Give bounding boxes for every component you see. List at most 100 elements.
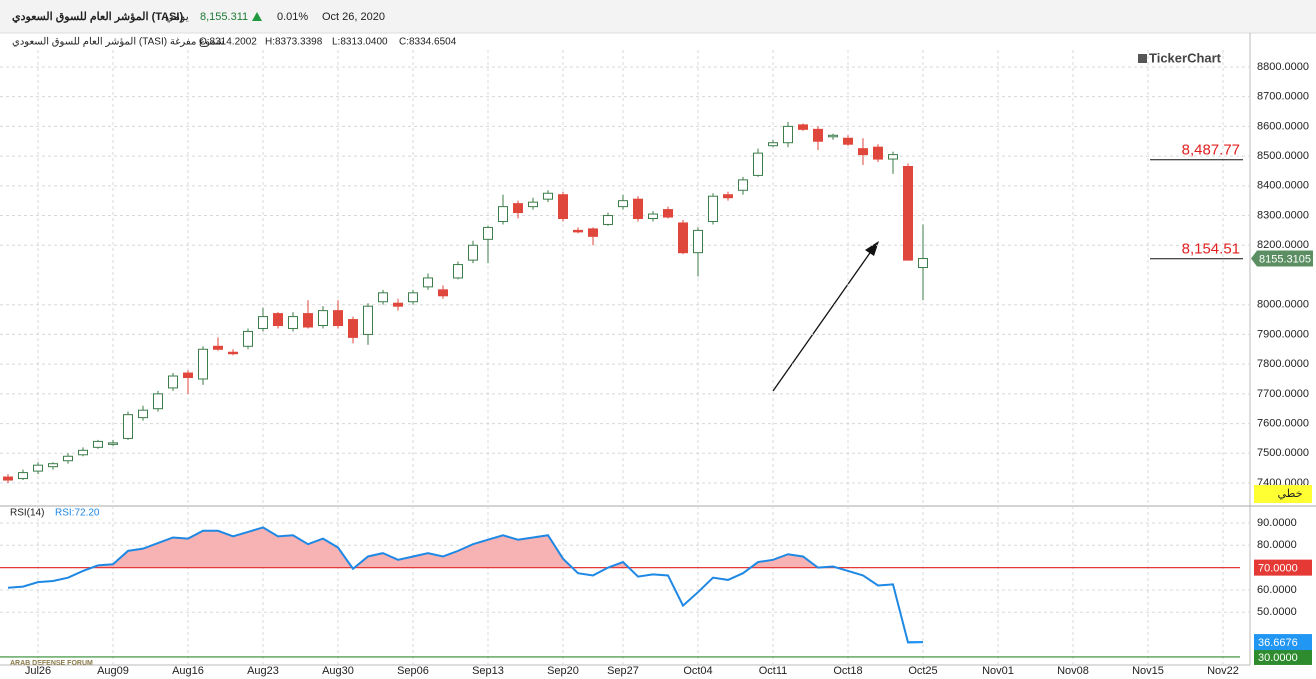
period: يومي	[165, 11, 189, 23]
y-tick-label: 7700.0000	[1257, 388, 1309, 400]
candle-body	[63, 455, 73, 462]
candle-body	[48, 463, 58, 468]
candle-body	[33, 464, 43, 472]
rsi-line	[7, 526, 924, 644]
ohlc-close: C:8334.6504	[399, 37, 457, 48]
candle-body	[423, 277, 433, 288]
candle-body	[663, 209, 673, 218]
candle-body	[708, 195, 718, 222]
candle-body	[828, 134, 838, 138]
level-badge	[1254, 648, 1312, 665]
candle-body	[723, 194, 733, 199]
candle-body	[228, 351, 238, 355]
candle-body	[528, 201, 538, 208]
candle-body	[678, 222, 688, 254]
x-tick-label: Nov15	[1132, 665, 1164, 677]
last-price-badge-label: 8155.3105	[1259, 253, 1311, 265]
candle-body	[873, 146, 883, 160]
y-tick-label: 8600.0000	[1257, 120, 1309, 132]
candle-body	[783, 125, 793, 144]
candle-body	[78, 449, 88, 456]
candle-body	[543, 192, 553, 200]
candle-body	[318, 310, 328, 326]
candle-body	[798, 124, 808, 130]
change: 0.01%	[277, 11, 308, 23]
candle-body	[468, 244, 478, 261]
candle-body	[453, 264, 463, 279]
scale-mode-box	[1254, 485, 1312, 503]
candle-body	[273, 313, 283, 326]
scale-mode: خطي	[1278, 488, 1303, 500]
candle-body	[378, 292, 388, 303]
candle-body	[153, 393, 163, 410]
candle-body	[213, 345, 223, 350]
candle-body	[843, 137, 853, 145]
candle-body	[738, 179, 748, 191]
candle-body	[768, 142, 778, 147]
x-tick-label: Nov01	[982, 665, 1014, 677]
candle-body	[393, 302, 403, 307]
candle-body	[123, 414, 133, 439]
ohlc-open: O:8314.2002	[199, 37, 257, 48]
candle-body	[438, 289, 448, 297]
candle-body	[168, 375, 178, 389]
logo-icon	[1138, 54, 1147, 63]
y-tick-label: 8500.0000	[1257, 150, 1309, 162]
candle-body	[363, 305, 373, 335]
overbought-area	[91, 527, 837, 568]
candle-body	[558, 194, 568, 220]
level-badge	[1254, 559, 1312, 576]
candle-body	[693, 229, 703, 254]
x-tick-label: Oct11	[759, 665, 788, 677]
x-tick-label: Nov22	[1207, 665, 1239, 677]
y-tick-label: 8000.0000	[1257, 299, 1309, 311]
candle-body	[183, 372, 193, 379]
x-tick-label: Sep13	[472, 665, 504, 677]
candle-body	[108, 442, 118, 445]
y-tick-label: 50.0000	[1257, 606, 1297, 618]
x-tick-label: Oct25	[908, 665, 937, 677]
candle-body	[858, 148, 868, 156]
candle-body	[408, 292, 418, 303]
candle-body	[303, 313, 313, 328]
candle-body	[3, 476, 13, 481]
x-tick-label: Nov08	[1057, 665, 1089, 677]
candle-body	[648, 213, 658, 220]
x-tick-label: Sep27	[607, 665, 639, 677]
x-tick-label: Sep06	[397, 665, 429, 677]
candle-body	[753, 152, 763, 176]
logo: TickerChart	[1149, 50, 1222, 65]
price-line-label: 8,154.51	[1182, 241, 1240, 258]
last-price: 8,155.311	[200, 11, 248, 23]
legend-entry: RSI:72.20	[55, 508, 100, 519]
up-triangle	[252, 12, 262, 21]
y-tick-label: 60.0000	[1257, 584, 1297, 596]
x-tick-label: Oct18	[833, 665, 862, 677]
y-tick-label: 90.0000	[1257, 517, 1297, 529]
x-tick-label: Aug23	[247, 665, 279, 677]
candle-body	[618, 200, 628, 208]
x-tick-label: Aug09	[97, 665, 129, 677]
candle-body	[18, 472, 28, 480]
level-label: 70.0000	[1258, 563, 1298, 575]
candle-body	[918, 258, 928, 269]
y-tick-label: 8200.0000	[1257, 239, 1309, 251]
candle-body	[813, 128, 823, 142]
y-tick-label: 8300.0000	[1257, 209, 1309, 221]
candle-body	[198, 348, 208, 380]
candle-body	[138, 409, 148, 419]
y-tick-label: 80.0000	[1257, 539, 1297, 551]
candle-body	[513, 203, 523, 214]
price-line-label: 8,487.77	[1182, 142, 1240, 159]
candle-body	[498, 206, 508, 222]
x-tick-label: Jul26	[25, 665, 51, 677]
y-tick-label: 8400.0000	[1257, 180, 1309, 192]
ohlc-high: H:8373.3398	[265, 37, 323, 48]
last-value-label: 36.6676	[1258, 637, 1298, 649]
y-tick-label: 7900.0000	[1257, 328, 1309, 340]
x-tick-label: Aug30	[322, 665, 354, 677]
last-value-badge	[1254, 634, 1312, 651]
candle-body	[888, 154, 898, 160]
y-tick-label: 7800.0000	[1257, 358, 1309, 370]
